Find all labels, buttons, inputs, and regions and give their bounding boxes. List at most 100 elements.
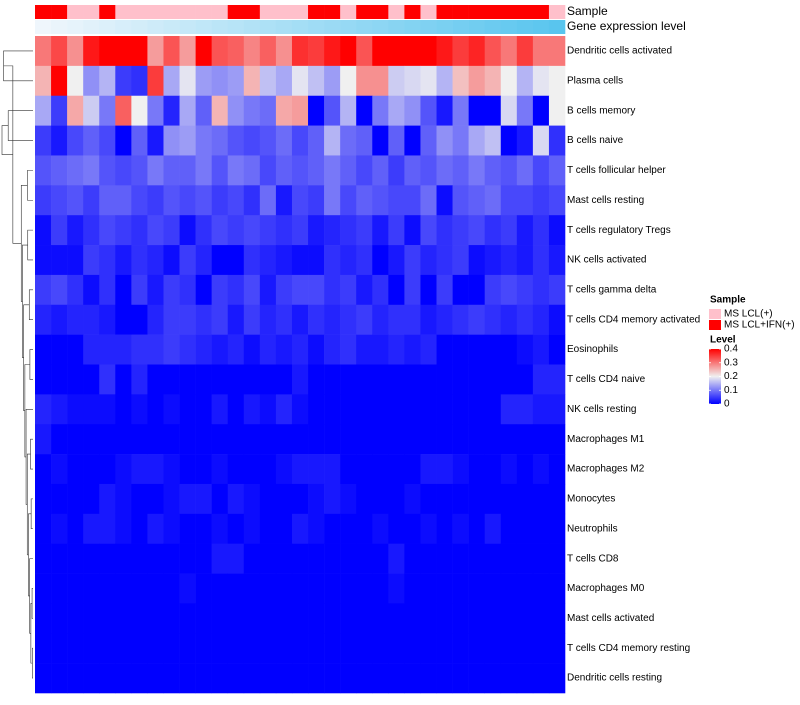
heatmap-cell — [35, 245, 52, 276]
heatmap-cell — [452, 125, 469, 156]
heatmap-cell — [67, 603, 84, 634]
heatmap-cell — [452, 245, 469, 276]
heatmap-cell — [308, 603, 325, 634]
sample-annotation-cell — [340, 5, 357, 19]
heatmap-cell — [484, 155, 502, 186]
dendrogram-branch — [30, 498, 33, 530]
heatmap-cell — [436, 155, 453, 186]
heatmap-cell — [259, 245, 277, 276]
heatmap-cell — [516, 543, 534, 574]
heatmap-cell — [452, 483, 469, 515]
heatmap-cell — [516, 334, 534, 365]
heatmap-cell — [532, 304, 550, 335]
heatmap-cell — [388, 454, 405, 485]
sample-annotation-cell — [227, 5, 245, 19]
heatmap-cell — [67, 36, 84, 67]
heatmap-cell — [99, 424, 116, 455]
heatmap-cell — [388, 274, 405, 306]
heatmap-cell — [404, 36, 421, 67]
heatmap-cell — [227, 424, 245, 455]
heatmap-cell — [420, 95, 437, 126]
heatmap-cell — [436, 185, 453, 216]
heatmap-cell — [340, 245, 357, 276]
heatmap-cell — [259, 334, 277, 365]
heatmap-cell — [548, 663, 566, 694]
heatmap-cell — [243, 65, 261, 97]
heatmap-cell — [83, 513, 100, 544]
sample-annotation-cell — [500, 5, 518, 19]
heatmap-cell — [308, 513, 325, 544]
heatmap-cell — [291, 543, 309, 574]
heatmap-cell — [436, 573, 453, 604]
heatmap-cell — [211, 155, 229, 186]
heatmap-cell — [388, 65, 405, 97]
dendrogram-branch — [22, 244, 28, 359]
heatmap-cell — [468, 633, 485, 664]
heatmap-cell — [291, 304, 309, 335]
dendrogram-branch — [7, 110, 33, 141]
heatmap-cell — [484, 603, 502, 634]
heatmap-cell — [308, 36, 325, 67]
heatmap-cell — [372, 274, 389, 306]
heatmap-cell — [516, 274, 534, 306]
heatmap-cell — [115, 543, 132, 574]
heatmap-cell — [372, 663, 389, 694]
heatmap-cell — [484, 36, 502, 67]
heatmap-cell — [67, 663, 84, 694]
heatmap-cell — [356, 125, 373, 156]
heatmap-cell — [388, 215, 405, 246]
row-label: Dendritic cells activated — [567, 46, 672, 57]
heatmap-cell — [452, 185, 469, 216]
heatmap-cell — [211, 274, 229, 306]
gene-expression-annotation-cell — [291, 20, 309, 34]
heatmap-cell — [179, 125, 196, 156]
heatmap-cell — [51, 36, 68, 67]
heatmap-cell — [500, 185, 518, 216]
heatmap-cell — [99, 36, 116, 67]
heatmap-cell — [356, 543, 373, 574]
heatmap-cell — [500, 633, 518, 664]
heatmap-cell — [420, 513, 437, 544]
heatmap-cell — [324, 603, 341, 634]
heatmap-cell — [532, 633, 550, 664]
heatmap-cell — [115, 394, 132, 425]
heatmap-cell — [115, 454, 132, 485]
sample-annotation-cell — [532, 5, 550, 19]
heatmap-cell — [388, 185, 405, 216]
heatmap-cell — [340, 543, 357, 574]
gene-expression-annotation-cell — [308, 20, 325, 34]
heatmap-cell — [99, 185, 116, 216]
heatmap-cell — [308, 633, 325, 664]
heatmap-cell — [516, 513, 534, 544]
heatmap-cell — [291, 65, 309, 97]
heatmap-cell — [51, 483, 68, 515]
heatmap-cell — [468, 364, 485, 395]
heatmap-cell — [147, 304, 164, 335]
heatmap-cell — [35, 274, 52, 306]
heatmap-cell — [83, 304, 100, 335]
heatmap-cell — [259, 454, 277, 485]
heatmap-cell — [35, 334, 52, 365]
heatmap-cell — [291, 364, 309, 395]
heatmap-cell — [147, 245, 164, 276]
heatmap-cell — [324, 245, 341, 276]
heatmap-cell — [259, 304, 277, 335]
heatmap-cell — [275, 424, 293, 455]
heatmap-cell — [227, 454, 245, 485]
heatmap-cell — [275, 274, 293, 306]
sample-annotation-cell — [163, 5, 180, 19]
heatmap-cell — [468, 573, 485, 604]
heatmap-cell — [179, 573, 196, 604]
heatmap-cell — [468, 454, 485, 485]
heatmap-cell — [436, 95, 453, 126]
heatmap-cell — [436, 394, 453, 425]
heatmap-cell — [115, 95, 132, 126]
heatmap-cell — [500, 663, 518, 694]
heatmap-cell — [356, 36, 373, 67]
heatmap-cell — [356, 454, 373, 485]
heatmap-cell — [500, 483, 518, 515]
heatmap-cell — [115, 274, 132, 306]
heatmap-cell — [516, 304, 534, 335]
heatmap-cell — [275, 543, 293, 574]
heatmap-cell — [291, 334, 309, 365]
